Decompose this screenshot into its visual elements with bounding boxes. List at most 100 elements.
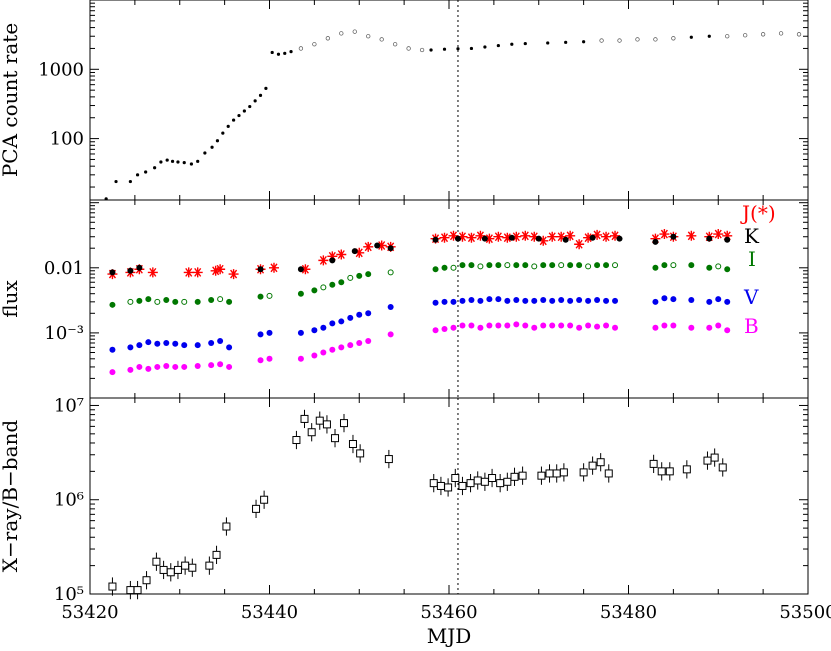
bottom-point: [488, 474, 497, 483]
top-point: [182, 161, 186, 165]
middle-point: [217, 296, 224, 303]
bottom-point: [322, 420, 331, 429]
middle-point: [347, 274, 354, 281]
middle-point: [268, 262, 279, 273]
middle-point: [504, 262, 511, 269]
bottom-point: [260, 495, 269, 504]
middle-point: [652, 238, 659, 245]
middle-point: [208, 297, 215, 304]
middle-point: [706, 264, 713, 271]
middle-point: [109, 301, 116, 308]
middle-point: [356, 272, 363, 279]
x-tick-label: 53460: [420, 602, 477, 623]
top-y-tick-label: 100: [50, 129, 84, 150]
middle-point: [459, 297, 466, 304]
middle-point: [706, 298, 713, 305]
middle-point: [468, 322, 475, 329]
middle-point: [670, 296, 677, 303]
top-panel-frame: [89, 0, 809, 201]
middle-point: [450, 264, 457, 271]
middle-point: [594, 297, 601, 304]
middle-point: [547, 231, 558, 242]
bottom-point: [458, 481, 467, 490]
bottom-y-tick-label: 10⁷: [54, 395, 84, 416]
middle-point: [576, 262, 583, 269]
top-point: [393, 42, 398, 47]
middle-point: [616, 235, 623, 242]
middle-point: [603, 297, 610, 304]
middle-point: [163, 297, 170, 304]
middle-point: [468, 297, 475, 304]
bottom-point: [649, 459, 658, 468]
middle-point: [594, 262, 601, 269]
middle-point: [659, 229, 670, 240]
middle-point: [338, 318, 345, 325]
bottom-point: [559, 468, 568, 477]
middle-point: [686, 230, 697, 241]
top-point: [283, 51, 287, 55]
middle-point: [652, 298, 659, 305]
middle-point: [145, 296, 152, 303]
middle-point: [374, 242, 381, 249]
middle-point: [583, 232, 594, 243]
top-point: [617, 38, 622, 43]
top-point: [635, 37, 640, 42]
bottom-point: [188, 563, 197, 572]
middle-point: [558, 262, 565, 269]
middle-point: [661, 322, 668, 329]
middle-point: [585, 297, 592, 304]
top-point: [270, 50, 274, 55]
middle-point: [652, 264, 659, 271]
top-point: [153, 166, 157, 170]
middle-point: [650, 233, 661, 244]
bottom-point: [292, 436, 301, 445]
middle-point: [163, 363, 170, 370]
middle-point: [531, 297, 538, 304]
middle-point: [376, 240, 387, 251]
middle-point: [136, 297, 143, 304]
bottom-point: [252, 504, 261, 513]
middle-point: [454, 235, 461, 242]
middle-point: [154, 340, 161, 347]
bottom-point: [108, 582, 117, 591]
top-point: [203, 151, 207, 155]
top-point: [215, 139, 220, 143]
top-point: [599, 38, 604, 43]
middle-point: [311, 327, 318, 334]
middle-point: [365, 338, 372, 345]
bottom-point: [166, 568, 175, 577]
middle-point: [529, 231, 540, 242]
middle-point: [327, 251, 338, 262]
middle-point: [531, 263, 538, 270]
middle-point: [513, 321, 520, 328]
middle-point: [495, 262, 502, 269]
top-point: [189, 162, 194, 166]
middle-point: [432, 299, 439, 306]
bottom-point: [356, 449, 365, 458]
middle-point: [535, 235, 542, 242]
middle-point: [540, 322, 547, 329]
middle-point: [208, 362, 215, 369]
middle-point: [565, 230, 576, 241]
middle-point: [226, 298, 233, 305]
middle-point: [502, 232, 513, 243]
x-tick-label: 53420: [61, 602, 118, 623]
top-point: [582, 40, 586, 44]
middle-point: [486, 296, 493, 303]
bottom-point: [496, 479, 505, 488]
middle-point: [576, 297, 583, 304]
middle-point: [311, 352, 318, 359]
middle-point: [484, 233, 495, 244]
middle-point: [441, 298, 448, 305]
top-y-axis-label: PCA count rate: [0, 23, 22, 177]
top-point: [248, 104, 252, 109]
middle-point: [387, 331, 394, 338]
top-point: [325, 36, 330, 41]
middle-point: [145, 339, 152, 346]
middle-y-tick-label: 0.01: [44, 258, 84, 279]
middle-point: [531, 324, 538, 331]
bottom-point: [596, 458, 605, 467]
middle-point: [329, 346, 336, 353]
middle-point: [670, 322, 677, 329]
middle-point: [520, 230, 531, 241]
